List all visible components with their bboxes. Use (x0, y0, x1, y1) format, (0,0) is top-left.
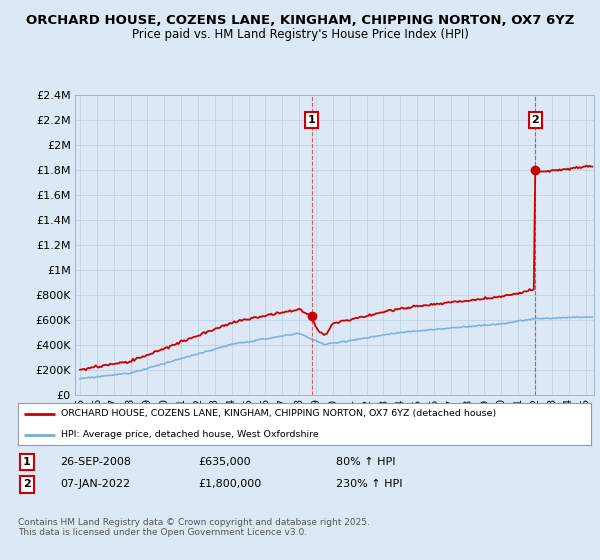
Text: Price paid vs. HM Land Registry's House Price Index (HPI): Price paid vs. HM Land Registry's House … (131, 28, 469, 41)
Text: HPI: Average price, detached house, West Oxfordshire: HPI: Average price, detached house, West… (61, 430, 319, 439)
Text: 2: 2 (23, 479, 31, 489)
Text: Contains HM Land Registry data © Crown copyright and database right 2025.
This d: Contains HM Land Registry data © Crown c… (18, 518, 370, 538)
Text: 230% ↑ HPI: 230% ↑ HPI (336, 479, 403, 489)
Text: 26-SEP-2008: 26-SEP-2008 (60, 457, 131, 467)
Text: 1: 1 (23, 457, 31, 467)
Text: ORCHARD HOUSE, COZENS LANE, KINGHAM, CHIPPING NORTON, OX7 6YZ: ORCHARD HOUSE, COZENS LANE, KINGHAM, CHI… (26, 14, 574, 27)
Text: 1: 1 (308, 115, 316, 125)
Text: 2: 2 (532, 115, 539, 125)
Text: 80% ↑ HPI: 80% ↑ HPI (336, 457, 395, 467)
Text: £635,000: £635,000 (198, 457, 251, 467)
Text: 07-JAN-2022: 07-JAN-2022 (60, 479, 130, 489)
Text: £1,800,000: £1,800,000 (198, 479, 261, 489)
Text: ORCHARD HOUSE, COZENS LANE, KINGHAM, CHIPPING NORTON, OX7 6YZ (detached house): ORCHARD HOUSE, COZENS LANE, KINGHAM, CHI… (61, 409, 496, 418)
